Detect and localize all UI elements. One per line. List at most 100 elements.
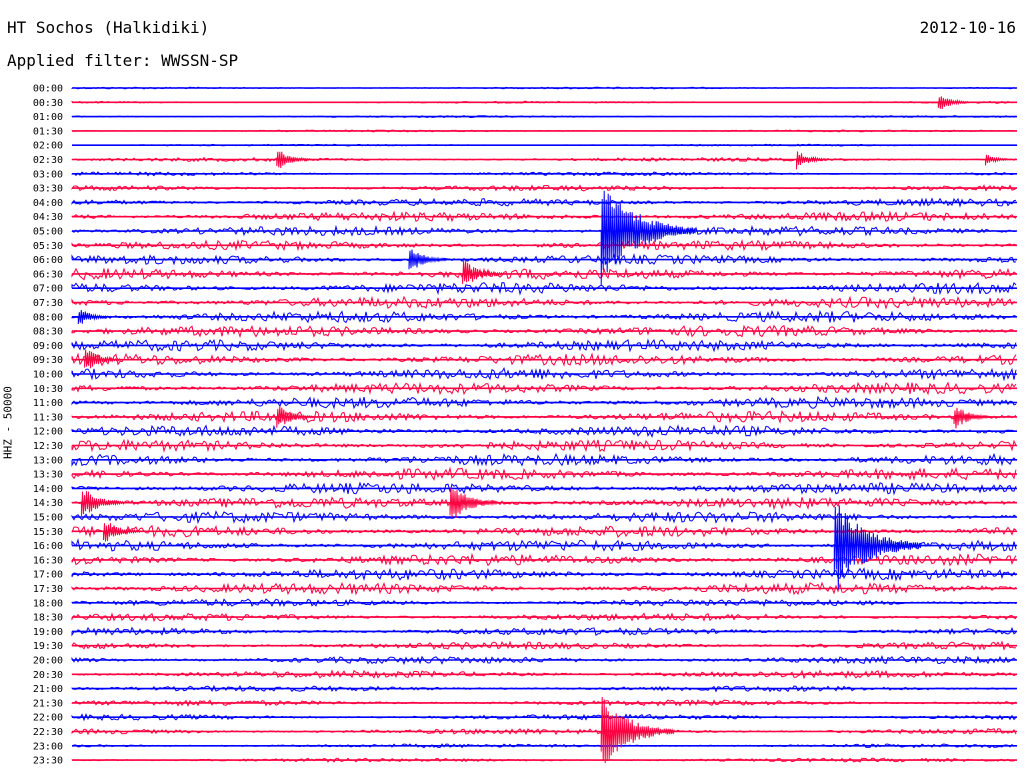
trace-noise — [71, 238, 1017, 252]
trace-noise — [71, 366, 1017, 382]
trace-noise — [71, 452, 1017, 467]
record-date: 2012-10-16 — [919, 18, 1016, 37]
trace-noise — [71, 352, 1017, 367]
time-tick-label: 15:00 — [33, 513, 63, 524]
time-tick-label: 15:30 — [33, 527, 63, 538]
time-tick-label: 13:30 — [33, 470, 63, 481]
time-tick-label: 01:30 — [33, 126, 63, 137]
event-waveform — [77, 309, 110, 325]
trace-noise — [71, 171, 1017, 177]
trace-noise — [71, 598, 1017, 608]
time-tick-label: 19:30 — [33, 641, 63, 652]
trace-noise — [71, 552, 1017, 567]
time-tick-label: 20:00 — [33, 656, 63, 667]
time-tick-label: 22:00 — [33, 713, 63, 724]
event-waveform — [408, 249, 448, 270]
trace-noise — [71, 524, 1017, 539]
time-tick-label: 08:30 — [33, 327, 63, 338]
trace-noise — [71, 115, 1017, 119]
time-tick-label: 01:00 — [33, 112, 63, 123]
time-tick-label: 20:30 — [33, 670, 63, 681]
event-waveform — [953, 407, 992, 429]
time-tick-label: 08:00 — [33, 312, 63, 323]
trace-noise — [71, 466, 1017, 482]
event-waveform — [462, 260, 504, 284]
time-tick-label: 14:30 — [33, 498, 63, 509]
trace-noise — [71, 626, 1017, 637]
trace-noise — [71, 395, 1017, 410]
time-tick-label: 23:30 — [33, 756, 63, 767]
trace-noise — [71, 86, 1017, 90]
time-tick-label: 03:30 — [33, 184, 63, 195]
time-tick-label: 13:00 — [33, 455, 63, 466]
trace-noise — [71, 156, 1017, 163]
time-tick-label: 19:00 — [33, 627, 63, 638]
trace-noise — [71, 581, 1017, 596]
event-waveform — [796, 151, 828, 170]
time-labels: 00:00 00:30 01:00 01:30 02:00 02:30 03:00 03:30… — [33, 84, 63, 767]
time-tick-label: 10:30 — [33, 384, 63, 395]
trace-noise — [71, 669, 1017, 680]
trace-noise — [71, 281, 1017, 296]
event-waveform — [833, 505, 922, 590]
time-tick-label: 21:00 — [33, 684, 63, 695]
time-tick-label: 09:00 — [33, 341, 63, 352]
trace-noise — [71, 197, 1017, 208]
trace-noise — [71, 612, 1017, 623]
trace-noise — [71, 224, 1017, 237]
trace-noise — [71, 699, 1017, 708]
event-waveform — [84, 349, 122, 369]
trace-noise — [71, 338, 1017, 353]
trace-noise — [71, 267, 1017, 281]
time-tick-label: 10:00 — [33, 370, 63, 381]
trace-noise — [72, 143, 1016, 147]
trace-noise — [71, 129, 1017, 133]
trace-noise — [71, 309, 1017, 324]
event-waveform — [449, 487, 499, 518]
trace-noise — [71, 210, 1017, 223]
filter-label: Applied filter: WWSSN-SP — [7, 51, 239, 70]
time-tick-label: 11:00 — [33, 398, 63, 409]
trace-noise — [71, 684, 1017, 693]
trace-group — [71, 86, 1017, 764]
event-waveform — [276, 151, 312, 169]
trace-noise — [71, 424, 1017, 438]
trace-noise — [71, 295, 1017, 310]
time-tick-label: 14:00 — [33, 484, 63, 495]
time-tick-label: 17:00 — [33, 570, 63, 581]
trace-noise — [71, 654, 1017, 666]
event-waveform — [103, 523, 141, 542]
time-tick-label: 02:30 — [33, 155, 63, 166]
trace-noise — [71, 496, 1017, 511]
trace-noise — [71, 567, 1017, 582]
trace-noise — [71, 324, 1017, 339]
trace-noise — [71, 253, 1017, 266]
station-title: HT Sochos (Halkidiki) — [7, 18, 210, 37]
trace-noise — [71, 510, 1017, 525]
time-tick-label: 18:00 — [33, 598, 63, 609]
trace-noise — [71, 100, 1017, 104]
event-waveform — [80, 491, 125, 518]
time-tick-label: 12:30 — [33, 441, 63, 452]
trace-noise — [71, 438, 1017, 453]
trace-noise — [71, 757, 1017, 763]
time-tick-label: 18:30 — [33, 613, 63, 624]
event-waveform — [276, 406, 315, 428]
time-tick-label: 00:30 — [33, 98, 63, 109]
time-tick-label: 00:00 — [33, 84, 63, 95]
event-waveform — [600, 696, 675, 764]
time-tick-label: 06:00 — [33, 255, 63, 266]
time-tick-label: 21:30 — [33, 698, 63, 709]
time-tick-label: 22:30 — [33, 727, 63, 738]
time-tick-label: 03:00 — [33, 169, 63, 180]
trace-noise — [71, 481, 1017, 496]
time-tick-label: 04:00 — [33, 198, 63, 209]
trace-noise — [71, 409, 1017, 424]
time-tick-label: 05:30 — [33, 241, 63, 252]
time-tick-label: 17:30 — [33, 584, 63, 595]
trace-noise — [71, 640, 1017, 651]
event-waveform — [600, 190, 696, 286]
event-waveform — [985, 154, 1012, 166]
trace-noise — [71, 743, 1017, 749]
